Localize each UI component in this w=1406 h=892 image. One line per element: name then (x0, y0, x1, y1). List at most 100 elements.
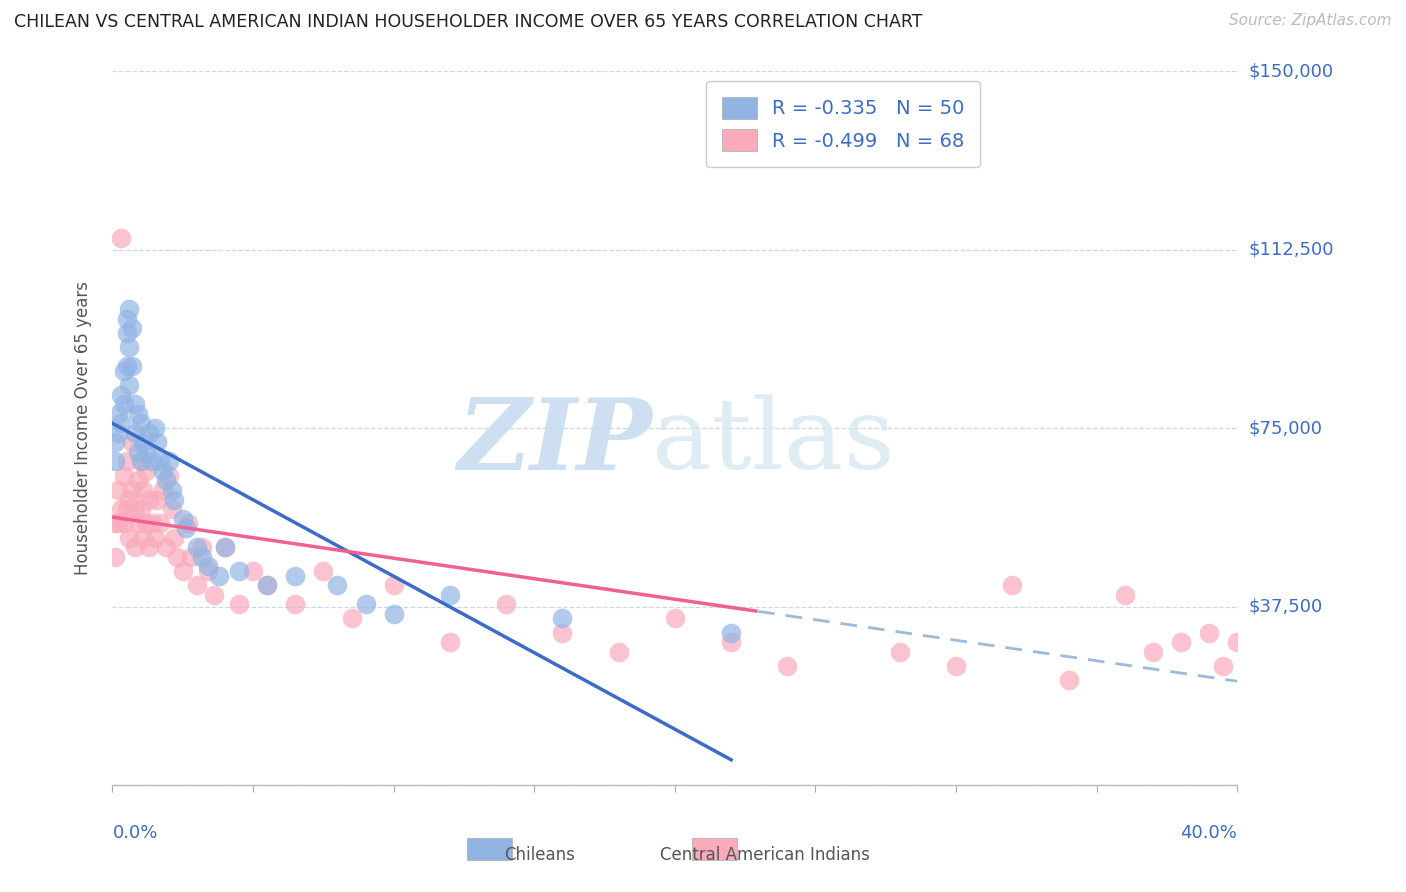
Point (138, 425, 160, 440)
Point (160, 502, 183, 516)
Point (1226, 635, 1249, 649)
Point (228, 597, 250, 611)
Point (174, 521, 197, 535)
Text: Chileans: Chileans (505, 846, 575, 863)
Point (1057, 673, 1080, 688)
Point (1212, 659, 1234, 673)
Point (155, 474, 177, 488)
Point (214, 540, 236, 554)
Point (104, 454, 127, 468)
Text: Source: ZipAtlas.com: Source: ZipAtlas.com (1229, 13, 1392, 29)
Point (720, 635, 742, 649)
Point (146, 492, 169, 507)
Point (720, 625, 742, 640)
Point (124, 502, 146, 516)
Point (112, 397, 135, 411)
Point (166, 549, 188, 564)
Point (172, 564, 194, 578)
Point (132, 435, 155, 450)
Text: $112,500: $112,500 (1249, 241, 1334, 259)
Point (382, 578, 405, 592)
Point (132, 483, 155, 497)
Point (143, 531, 166, 545)
Point (776, 659, 799, 673)
Point (149, 516, 172, 531)
Point (382, 607, 405, 621)
Point (439, 588, 461, 602)
Point (104, 435, 127, 450)
Point (138, 540, 160, 554)
Point (118, 302, 141, 317)
Point (115, 311, 138, 326)
Point (124, 540, 146, 554)
Point (110, 502, 132, 516)
Text: $37,500: $37,500 (1249, 598, 1323, 615)
Text: Central American Indians: Central American Indians (659, 846, 870, 863)
Point (110, 417, 132, 431)
Point (107, 516, 129, 531)
Point (121, 483, 143, 497)
Text: $150,000: $150,000 (1249, 62, 1333, 80)
FancyBboxPatch shape (467, 838, 512, 860)
Point (118, 492, 141, 507)
Point (135, 516, 157, 531)
Point (121, 359, 143, 374)
Point (146, 435, 169, 450)
Point (141, 516, 163, 531)
Text: 0.0%: 0.0% (112, 824, 157, 842)
Point (208, 568, 231, 582)
FancyBboxPatch shape (692, 838, 737, 860)
Point (112, 364, 135, 378)
Point (256, 578, 278, 592)
Point (118, 378, 141, 392)
Point (191, 540, 214, 554)
Point (152, 483, 174, 497)
Point (1142, 645, 1164, 659)
Point (163, 492, 186, 507)
Point (124, 397, 146, 411)
Point (177, 516, 200, 531)
Point (124, 425, 146, 440)
Point (945, 659, 967, 673)
Text: $75,000: $75,000 (1249, 419, 1323, 437)
Point (172, 511, 194, 525)
Point (104, 516, 127, 531)
Point (104, 549, 127, 564)
Point (889, 645, 911, 659)
Point (160, 483, 183, 497)
Point (110, 231, 132, 245)
Text: CHILEAN VS CENTRAL AMERICAN INDIAN HOUSEHOLDER INCOME OVER 65 YEARS CORRELATION : CHILEAN VS CENTRAL AMERICAN INDIAN HOUSE… (14, 13, 922, 31)
Point (112, 468, 135, 483)
Point (191, 549, 214, 564)
Point (152, 464, 174, 478)
Point (149, 454, 172, 468)
Point (214, 540, 236, 554)
Point (664, 611, 686, 625)
Point (115, 502, 138, 516)
Point (180, 549, 202, 564)
Point (107, 483, 129, 497)
Point (121, 321, 143, 335)
Point (326, 578, 349, 592)
Point (118, 340, 141, 354)
Point (157, 454, 180, 468)
Point (127, 516, 149, 531)
Point (143, 421, 166, 435)
Point (354, 597, 377, 611)
Point (186, 578, 208, 592)
Point (155, 540, 177, 554)
Point (157, 468, 180, 483)
Point (115, 359, 138, 374)
Point (135, 445, 157, 459)
Point (112, 516, 135, 531)
Point (135, 464, 157, 478)
Point (1170, 635, 1192, 649)
Point (495, 597, 517, 611)
Point (256, 578, 278, 592)
Point (127, 407, 149, 421)
Point (439, 635, 461, 649)
Point (132, 531, 155, 545)
Point (129, 454, 152, 468)
Point (551, 611, 574, 625)
Point (115, 454, 138, 468)
